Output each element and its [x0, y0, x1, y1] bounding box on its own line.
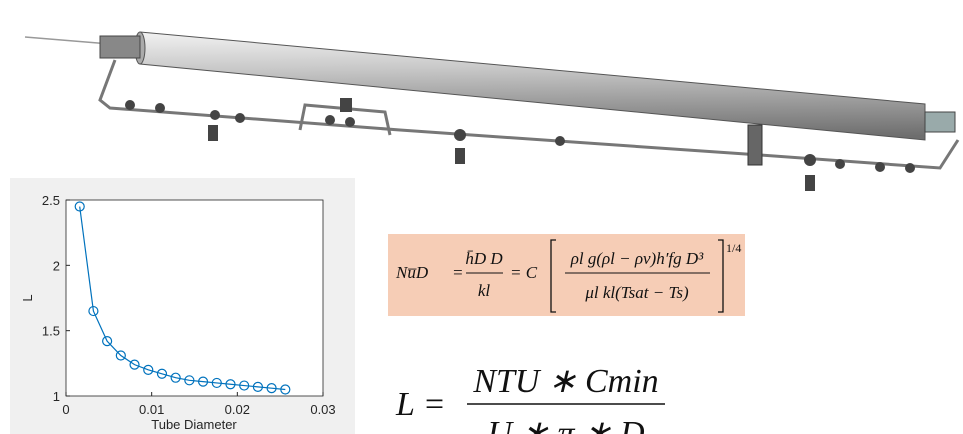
y-tick-label: 1.5	[42, 324, 60, 339]
equation-box	[388, 234, 745, 316]
y-axis-label: L	[20, 294, 35, 301]
page: {"chart_data":{"type":"line","xlabel":"T…	[0, 0, 963, 434]
eq-denominator: U ∗ π ∗ D	[487, 415, 645, 434]
eq-numerator: ρl g(ρl − ρv)h′fg D³	[570, 249, 704, 268]
eq-exponent: 1/4	[726, 241, 741, 255]
x-axis-label: Tube Diameter	[151, 417, 237, 432]
apparatus-illustration	[25, 32, 958, 191]
y-tick-label: 2	[53, 258, 60, 273]
eq-denominator: μl kl(Tsat − Ts)	[584, 283, 689, 302]
eq-denominator: kl	[478, 281, 491, 300]
eq-lhs: Nu̅D	[395, 263, 429, 282]
x-tick-label: 0.02	[225, 402, 250, 417]
y-tick-label: 2.5	[42, 193, 60, 208]
eq-lhs: L =	[395, 386, 446, 423]
eq-numerator: NTU ∗ Cmin	[472, 363, 658, 400]
figure: Tube Diameter L Nu̅D = h̄D D kl = C ρl g…	[0, 0, 963, 434]
y-tick-label: 1	[53, 389, 60, 404]
x-tick-label: 0.01	[139, 402, 164, 417]
x-tick-label: 0	[62, 402, 69, 417]
eq-symbol: = C	[510, 263, 538, 282]
eq-symbol: =	[452, 263, 463, 282]
axes-box	[66, 200, 323, 396]
eq-numerator: h̄D D	[465, 249, 503, 268]
x-tick-label: 0.03	[310, 402, 335, 417]
